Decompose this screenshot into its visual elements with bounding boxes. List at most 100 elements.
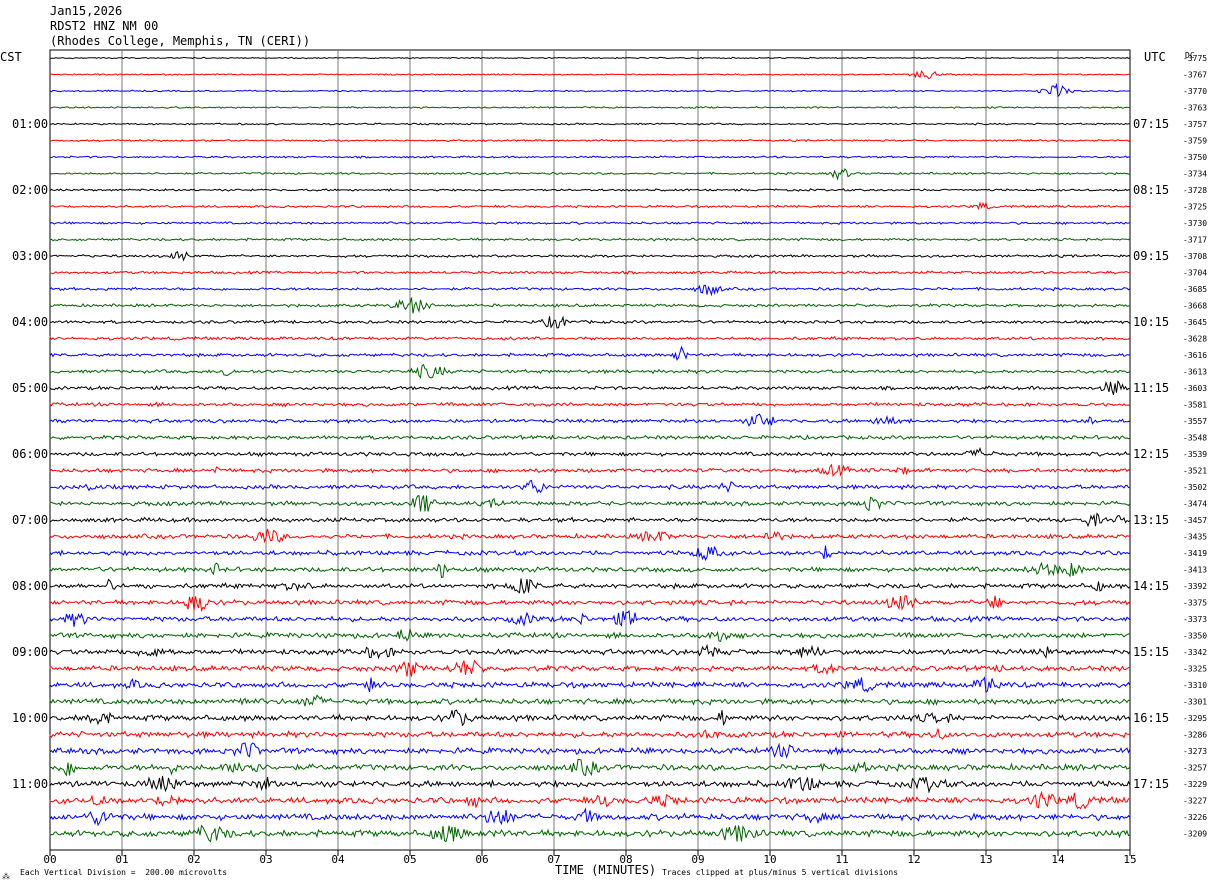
- trace-line: [49, 694, 1131, 707]
- clip-note: Traces clipped at plus/minus 5 vertical …: [662, 868, 899, 877]
- dc-label: DC: [1185, 51, 1195, 60]
- trace-offset-label: -3750: [1183, 153, 1207, 162]
- trace-line: [49, 122, 1131, 126]
- utc-hour-label: 08:15: [1133, 183, 1169, 197]
- cst-hour-label: 11:00: [12, 777, 48, 791]
- trace-line: [49, 315, 1131, 329]
- trace-offset-label: -3581: [1183, 401, 1207, 410]
- trace-line: [49, 463, 1131, 477]
- trace-line: [49, 155, 1131, 159]
- trace-offset-label: -3717: [1183, 236, 1207, 245]
- cst-hour-label: 02:00: [12, 183, 48, 197]
- trace-line: [49, 494, 1131, 512]
- trace-offset-label: -3350: [1183, 632, 1207, 641]
- trace-line: [49, 413, 1131, 427]
- trace-offset-label: -3209: [1183, 830, 1207, 839]
- cst-hour-label: 08:00: [12, 579, 48, 593]
- trace-offset-label: -3728: [1183, 186, 1207, 195]
- trace-line: [49, 434, 1131, 441]
- x-tick-label: 13: [979, 853, 992, 866]
- date-label: Jan15,2026: [50, 4, 123, 18]
- location-label: (Rhodes College, Memphis, TN (CERI)): [50, 34, 311, 48]
- trace-line: [49, 237, 1131, 242]
- utc-hour-label: 17:15: [1133, 777, 1169, 791]
- trace-offset-label: -3257: [1183, 764, 1207, 773]
- trace-offset-label: -3373: [1183, 615, 1207, 624]
- station-label: RDST2 HNZ NM 00: [50, 19, 159, 33]
- trace-line: [49, 82, 1131, 98]
- trace-offset-label: -3342: [1183, 648, 1207, 657]
- trace-offset-label: -3763: [1183, 104, 1207, 113]
- x-axis-title: TIME (MINUTES): [555, 863, 657, 877]
- utc-hour-label: 09:15: [1133, 249, 1169, 263]
- utc-axis-label: UTC: [1144, 50, 1166, 64]
- trace-line: [49, 401, 1131, 408]
- trace-line: [49, 775, 1131, 794]
- trace-line: [49, 297, 1131, 314]
- trace-offset-label: -3419: [1183, 549, 1207, 558]
- trace-offset-label: -3457: [1183, 516, 1207, 525]
- trace-offset-label: -3613: [1183, 368, 1207, 377]
- trace-line: [49, 138, 1131, 143]
- trace-line: [49, 512, 1131, 528]
- utc-hour-label: 11:15: [1133, 381, 1169, 395]
- trace-offset-label: -3227: [1183, 797, 1207, 806]
- trace-line: [49, 643, 1131, 660]
- trace-line: [49, 345, 1131, 362]
- trace-offset-label: -3668: [1183, 302, 1207, 311]
- utc-hour-label: 14:15: [1133, 579, 1169, 593]
- x-tick-label: 02: [187, 853, 200, 866]
- trace-offset-label: -3435: [1183, 533, 1207, 542]
- trace-line: [49, 201, 1131, 211]
- scale-note: Each Vertical Division = 200.00 microvol…: [20, 868, 228, 877]
- trace-offset-label: -3770: [1183, 87, 1207, 96]
- trace-line: [49, 595, 1131, 613]
- trace-offset-label: -3603: [1183, 384, 1207, 393]
- x-tick-label: 12: [907, 853, 920, 866]
- trace-offset-label: -3725: [1183, 203, 1207, 212]
- cst-hour-label: 03:00: [12, 249, 48, 263]
- x-tick-label: 15: [1123, 853, 1136, 866]
- trace-offset-label: -3375: [1183, 599, 1207, 608]
- trace-offset-label: -3730: [1183, 219, 1207, 228]
- cst-hour-label: 01:00: [12, 117, 48, 131]
- cst-hour-label: 10:00: [12, 711, 48, 725]
- x-tick-label: 10: [763, 853, 776, 866]
- x-tick-label: 11: [835, 853, 848, 866]
- utc-hour-label: 10:15: [1133, 315, 1169, 329]
- cst-hour-label: 04:00: [12, 315, 48, 329]
- trace-line: [49, 659, 1131, 677]
- trace-line: [49, 335, 1131, 342]
- trace-line: [49, 105, 1131, 109]
- trace-offset-label: -3286: [1183, 731, 1207, 740]
- trace-line: [49, 168, 1131, 181]
- trace-offset-label: -3767: [1183, 71, 1207, 80]
- trace-offset-label: -3325: [1183, 665, 1207, 674]
- trace-offset-label: -3775: [1183, 54, 1207, 63]
- trace-offset-label: -3521: [1183, 467, 1207, 476]
- x-tick-label: 01: [115, 853, 128, 866]
- trace-offset-label: -3757: [1183, 120, 1207, 129]
- trace-offset-label: -3229: [1183, 780, 1207, 789]
- x-tick-label: 09: [691, 853, 704, 866]
- trace-offset-label: -3759: [1183, 137, 1207, 146]
- trace-offset-label: -3502: [1183, 483, 1207, 492]
- trace-offset-label: -3392: [1183, 582, 1207, 591]
- trace-line: [49, 578, 1131, 595]
- trace-offset-label: -3557: [1183, 417, 1207, 426]
- plot-frame: [49, 49, 1131, 851]
- trace-offset-label: -3628: [1183, 335, 1207, 344]
- trace-offset-label: -3734: [1183, 170, 1207, 179]
- trace-offset-label: -3539: [1183, 450, 1207, 459]
- x-tick-label: 14: [1051, 853, 1065, 866]
- trace-offset-label: -3616: [1183, 351, 1207, 360]
- trace-offset-label: -3226: [1183, 813, 1207, 822]
- utc-hour-label: 15:15: [1133, 645, 1169, 659]
- trace-line: [49, 628, 1131, 643]
- trace-offset-label: -3548: [1183, 434, 1207, 443]
- trace-line: [49, 807, 1131, 827]
- trace-offset-label: -3273: [1183, 747, 1207, 756]
- trace-line: [49, 709, 1131, 727]
- trace-offset-label: -3685: [1183, 285, 1207, 294]
